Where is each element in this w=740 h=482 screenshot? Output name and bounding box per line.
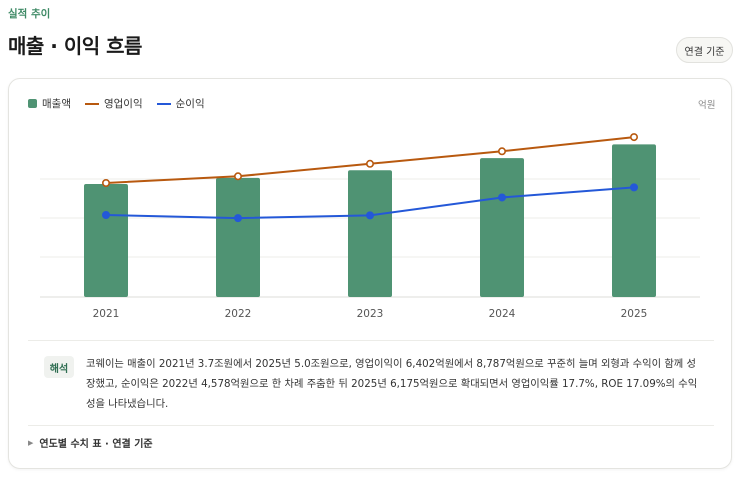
net-income-point-2023 xyxy=(365,211,374,220)
legend-swatch-operating-profit xyxy=(84,102,99,105)
page-title: 매출 · 이익 흐름 xyxy=(8,34,142,58)
legend-swatch-net-income xyxy=(156,102,171,105)
operating-profit-point-2023 xyxy=(365,159,374,168)
net-income-point-2024 xyxy=(497,193,506,202)
operating-profit-point-2021 xyxy=(102,179,111,188)
net-income-point-2021 xyxy=(102,210,111,219)
interpretation-text: 코웨이는 매출이 2021년 3.7조원에서 2025년 5.0조원으로, 영업… xyxy=(86,358,698,410)
unit-label: 억원 xyxy=(698,100,716,111)
bar-revenue-2025 xyxy=(612,144,656,297)
interpretation-tag: 해석 xyxy=(44,356,74,378)
yearly-table-toggle-label: 연도별 수치 표 · 연결 기준 xyxy=(39,439,153,450)
legend-item-revenue[interactable]: 매출액 xyxy=(28,96,71,111)
legend-item-operating-profit[interactable]: 영업이익 xyxy=(84,96,143,111)
interpretation-block: 해석 코웨이는 매출이 2021년 3.7조원에서 2025년 5.0조원으로,… xyxy=(44,356,698,414)
expand-triangle-icon: ▶ xyxy=(28,438,34,447)
legend-label-revenue: 매출액 xyxy=(42,98,71,110)
net-income-point-2022 xyxy=(234,214,243,223)
x-tick-2021: 2021 xyxy=(93,308,120,320)
divider-bottom xyxy=(28,425,714,426)
legend-label-operating-profit: 영업이익 xyxy=(103,98,143,110)
divider-top xyxy=(28,340,714,341)
legend-label-net-income: 순이익 xyxy=(175,98,205,110)
net-income-point-2025 xyxy=(629,183,638,192)
yearly-table-toggle[interactable]: ▶ 연도별 수치 표 · 연결 기준 xyxy=(28,435,153,451)
revenue-profit-chart: 2021 2022 2023 2024 2025 xyxy=(40,133,700,320)
operating-profit-point-2024 xyxy=(497,147,506,156)
x-tick-2025: 2025 xyxy=(621,308,648,320)
chart-legend: 매출액 영업이익 순이익 xyxy=(28,96,219,111)
bar-revenue-2021 xyxy=(84,184,128,297)
bar-revenue-2023 xyxy=(348,170,392,297)
operating-profit-point-2025 xyxy=(629,133,638,142)
legend-swatch-revenue xyxy=(28,99,37,108)
x-tick-2022: 2022 xyxy=(225,308,252,320)
bar-revenue-2024 xyxy=(480,158,524,297)
operating-profit-point-2022 xyxy=(234,172,243,181)
consolidated-basis-button[interactable]: 연결 기준 xyxy=(676,37,733,63)
legend-item-net-income[interactable]: 순이익 xyxy=(156,96,205,111)
x-tick-2023: 2023 xyxy=(357,308,384,320)
x-tick-2024: 2024 xyxy=(489,308,516,320)
bar-revenue-2022 xyxy=(216,177,260,297)
section-eyebrow: 실적 추이 xyxy=(8,8,51,20)
